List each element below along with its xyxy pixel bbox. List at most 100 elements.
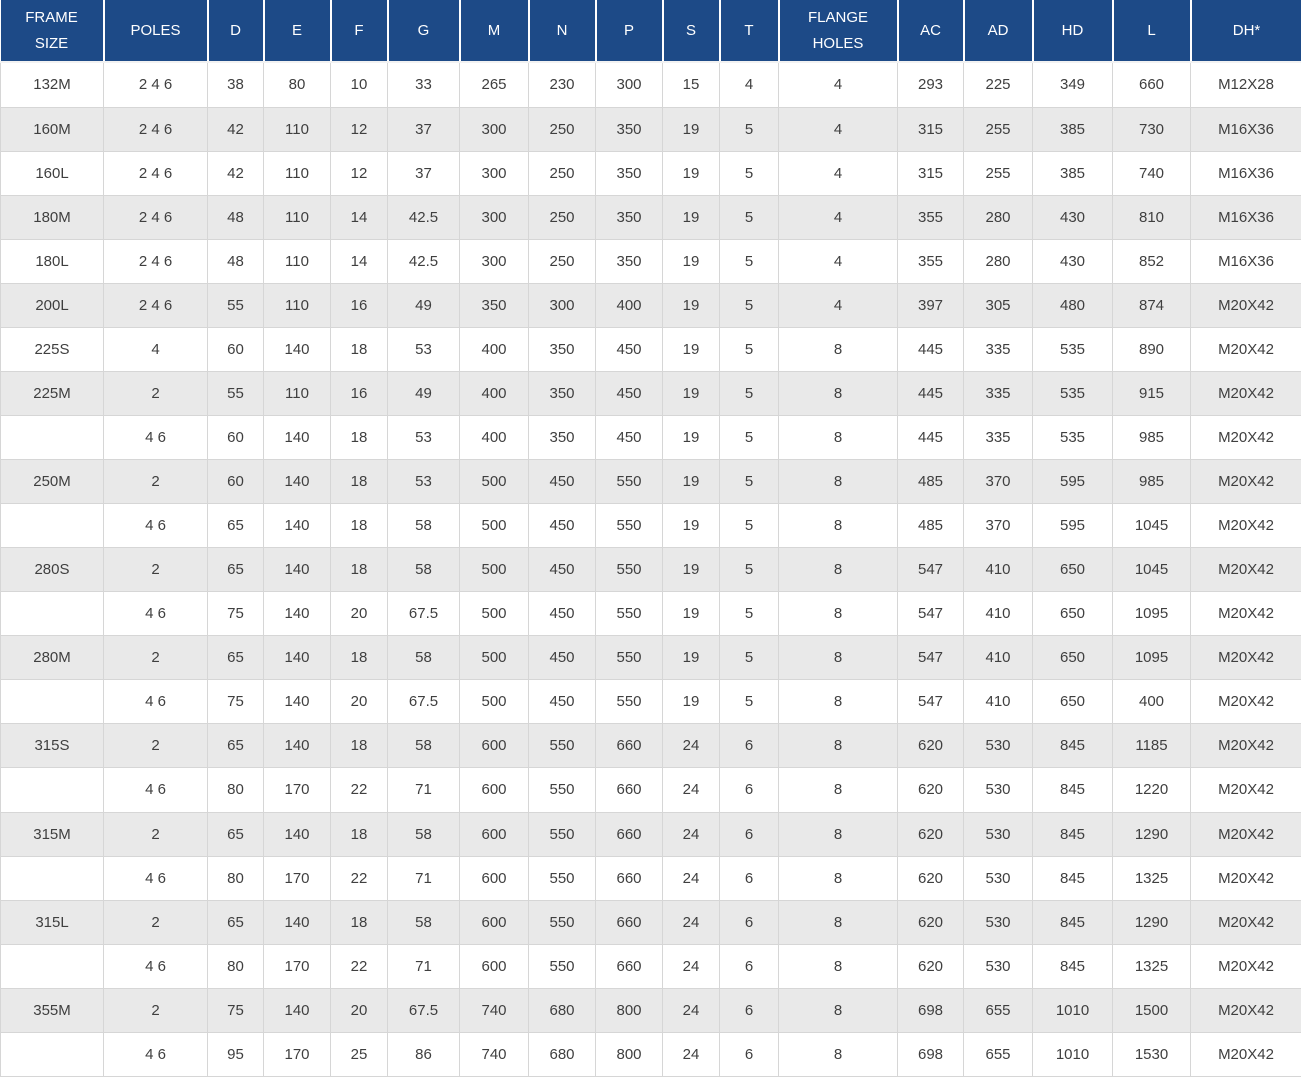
table-cell: 650 [1032,635,1113,681]
table-cell: 535 [1032,415,1113,461]
table-cell: 500 [459,459,529,505]
table-cell: 698 [897,987,964,1033]
column-header-e: E [263,0,332,63]
table-cell: 140 [263,635,331,681]
table-row: 225M 2 55 110 16 49 400 350 450 19 5 8 445 335 535 915 M… [0,371,1301,417]
table-cell: 4 [778,194,898,240]
table-cell: 550 [528,723,596,769]
table-cell: 140 [263,415,331,461]
table-cell: M12X28 [1190,61,1301,108]
table-cell: 6 [719,767,779,813]
table-cell: 600 [459,723,529,769]
table-cell: 6 [719,811,779,857]
table-cell: 140 [263,591,331,637]
table-cell: 620 [897,899,964,945]
column-header-g: G [387,0,461,63]
frame-size-cell [0,767,104,813]
table-cell: 80 [207,767,264,813]
table-cell: 485 [897,503,964,549]
frame-size-cell: 250M [0,459,104,505]
table-cell: M16X36 [1190,150,1301,196]
table-cell: 4 [778,61,898,108]
table-cell: 280 [963,238,1033,284]
table-cell: 4 6 [103,1031,208,1077]
table-cell: 450 [528,679,596,725]
table-cell: 42 [207,150,264,196]
frame-size-cell [0,415,104,461]
table-cell: 14 [330,194,388,240]
table-cell: M20X42 [1190,855,1301,901]
table-cell: M16X36 [1190,238,1301,284]
table-cell: 300 [459,194,529,240]
table-cell: 5 [719,150,779,196]
table-cell: 845 [1032,855,1113,901]
table-cell: 660 [595,767,663,813]
table-cell: 8 [778,371,898,417]
frame-size-cell: 225S [0,326,104,373]
table-cell: 8 [778,679,898,725]
table-cell: 170 [263,943,331,989]
table-cell: 49 [387,282,460,329]
table-cell: 55 [207,282,264,329]
table-row: 4 6 75 140 20 67.5 500 450 550 19 5 8 547 410 650 1095… [0,591,1301,637]
table-cell: 5 [719,591,779,637]
table-cell: 5 [719,238,779,284]
table-cell: 110 [263,106,331,152]
table-cell: 349 [1032,61,1113,108]
table-row: 4 6 80 170 22 71 600 550 660 24 6 8 620 530 845 1325 M2… [0,943,1301,989]
table-cell: 5 [719,194,779,240]
table-cell: 170 [263,855,331,901]
table-cell: 53 [387,459,460,505]
column-header-poles: POLES [103,0,209,63]
table-row: 160L 2 4 6 42 110 12 37 300 250 350 19 5 4 315 255 385… [0,150,1301,196]
table-cell: 140 [263,459,331,505]
frame-size-cell: 280M [0,635,104,681]
table-cell: 660 [595,855,663,901]
table-cell: 445 [897,415,964,461]
table-cell: 16 [330,282,388,329]
table-cell: 65 [207,635,264,681]
table-cell: 350 [528,415,596,461]
table-cell: M20X42 [1190,591,1301,637]
table-cell: 140 [263,326,331,373]
table-cell: 350 [595,106,663,152]
table-cell: 300 [459,238,529,284]
table-cell: 350 [459,282,529,329]
table-cell: M20X42 [1190,503,1301,549]
table-cell: 300 [595,61,663,108]
table-cell: 2 [103,547,208,593]
table-cell: 1290 [1112,811,1191,857]
table-cell: 4 6 [103,679,208,725]
table-body: 132M 2 4 6 38 80 10 33 265 230 300 15 4 4 293 225 349 6… [0,61,1301,1077]
table-cell: 22 [330,855,388,901]
table-cell: 48 [207,194,264,240]
table-cell: 2 [103,723,208,769]
table-cell: 740 [459,1031,529,1077]
table-cell: 535 [1032,371,1113,417]
table-cell: 350 [595,194,663,240]
table-cell: 19 [662,591,720,637]
table-cell: 8 [778,855,898,901]
table-cell: 660 [595,943,663,989]
table-cell: 650 [1032,547,1113,593]
table-row: 315M 2 65 140 18 58 600 550 660 24 6 8 620 530 845 1290… [0,811,1301,857]
table-cell: 20 [330,987,388,1033]
table-cell: 19 [662,194,720,240]
table-cell: 42 [207,106,264,152]
table-cell: 33 [387,61,460,108]
frame-size-cell: 160L [0,150,104,196]
table-cell: M20X42 [1190,943,1301,989]
table-cell: 140 [263,899,331,945]
table-cell: 370 [963,459,1033,505]
table-cell: M20X42 [1190,326,1301,373]
table-cell: 450 [595,326,663,373]
table-cell: 140 [263,723,331,769]
table-cell: 140 [263,987,331,1033]
table-cell: 1095 [1112,635,1191,681]
table-cell: 355 [897,238,964,284]
table-cell: M20X42 [1190,547,1301,593]
table-cell: 430 [1032,238,1113,284]
table-cell: 4 [778,282,898,329]
table-cell: 660 [595,811,663,857]
frame-size-cell [0,855,104,901]
